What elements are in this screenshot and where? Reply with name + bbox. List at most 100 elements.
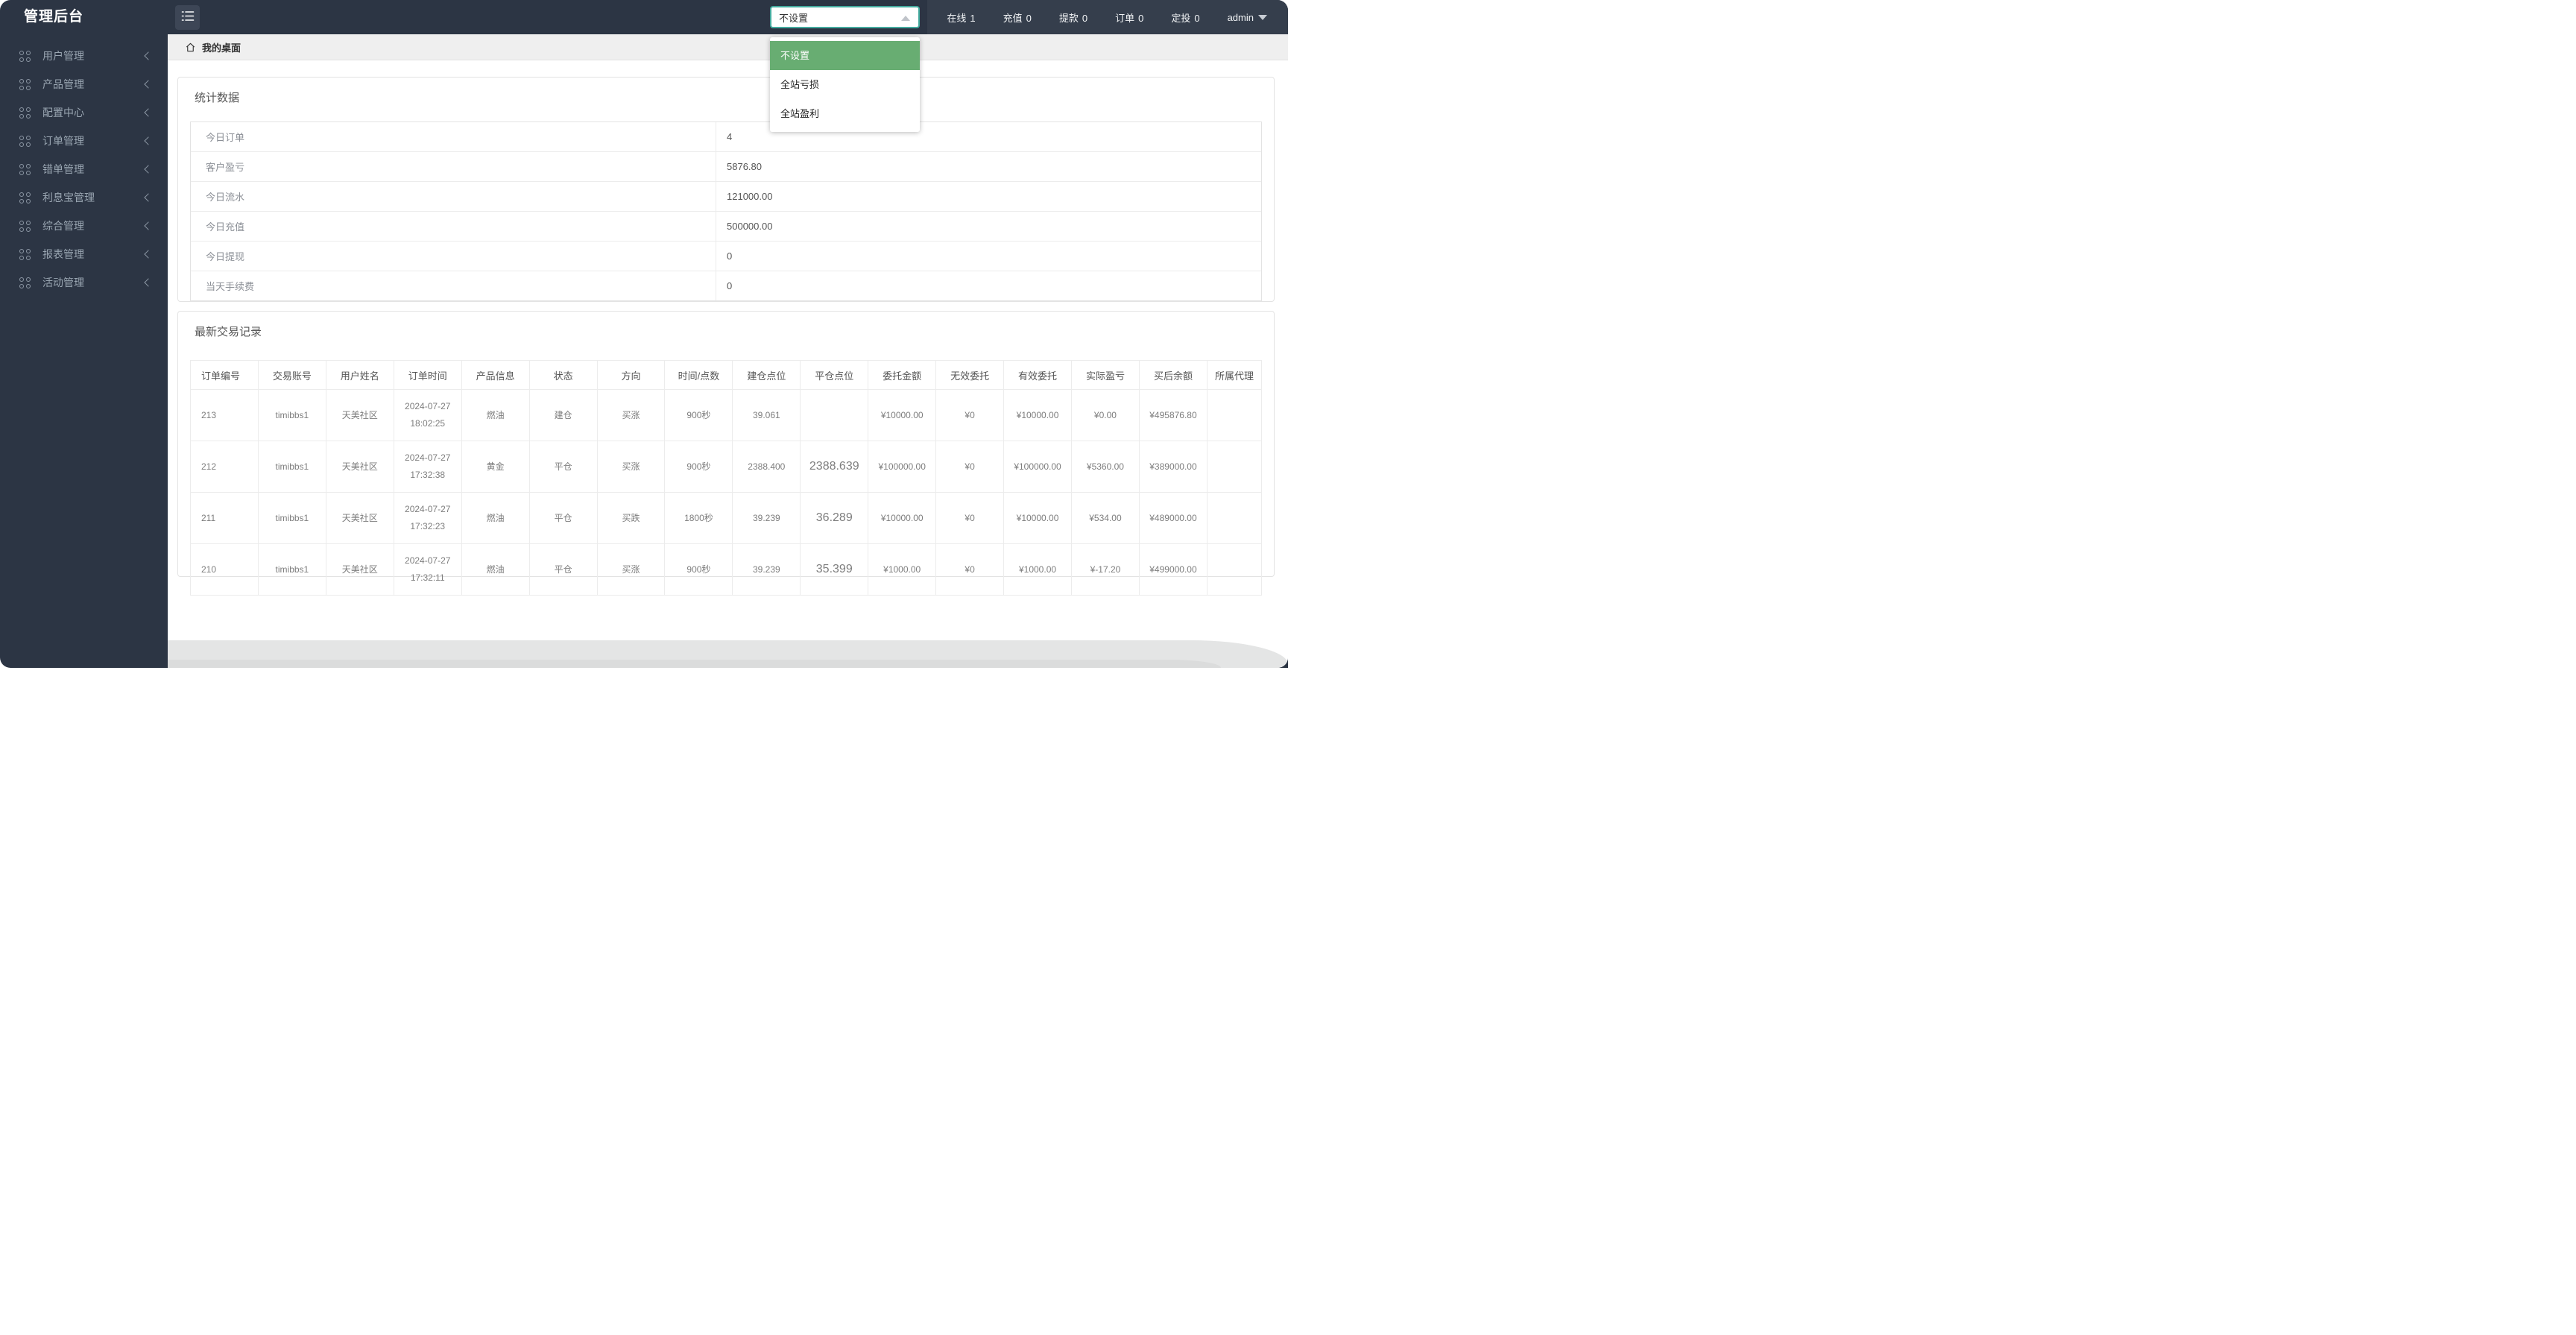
main-content: 我的桌面 统计数据 今日订单 4 客户盈亏 5876.80 今日流水 121000.00 今… xyxy=(168,34,1288,668)
stat-row-value: 4 xyxy=(727,131,733,142)
trades-body: 213 timibbs1 天美社区 2024-07-27 18:02:25 燃油 建仓 买涨… xyxy=(190,389,1262,596)
table-row: 211 timibbs1 天美社区 2024-07-27 17:32:23 燃油 平仓 买跌… xyxy=(190,492,1262,544)
topbar-stat-3[interactable]: 订单 0 xyxy=(1115,10,1143,25)
sidebar-item-6[interactable]: 综合管理 xyxy=(0,212,168,240)
table-cell: 2388.639 xyxy=(800,441,869,493)
stats-row-0: 今日订单 4 xyxy=(191,122,1261,152)
stat-row-value: 5876.80 xyxy=(727,161,762,172)
stat-label: 充值 xyxy=(1003,12,1023,24)
topbar-stat-4[interactable]: 定投 0 xyxy=(1171,10,1199,25)
admin-app-window: 管理后台 不设置 在线 1 充值 0 提款 0 订单 0 定投 0 admin xyxy=(0,0,1288,668)
grid-icon xyxy=(19,192,31,203)
table-cell: 2388.400 xyxy=(732,441,801,493)
table-cell: 天美社区 xyxy=(325,543,394,596)
sidebar-item-label: 产品管理 xyxy=(42,78,84,90)
stat-row-label: 今日订单 xyxy=(191,122,716,151)
sidebar-item-3[interactable]: 订单管理 xyxy=(0,127,168,155)
trades-table: 订单编号 交易账号 用户姓名 订单时间 产品信息 状态 方向 时间/点数 建仓点位 平仓点位 委托金… xyxy=(190,360,1262,596)
table-cell: ¥1000.00 xyxy=(868,543,937,596)
footer-strip xyxy=(168,660,1221,668)
table-cell: 天美社区 xyxy=(325,492,394,544)
table-cell: ¥389000.00 xyxy=(1138,441,1208,493)
topbar-stat-0[interactable]: 在线 1 xyxy=(947,10,975,25)
topbar-stat-2[interactable]: 提款 0 xyxy=(1059,10,1087,25)
stat-label: 定投 xyxy=(1171,12,1191,24)
stat-label: 在线 xyxy=(947,12,967,24)
table-cell: timibbs1 xyxy=(257,492,326,544)
sidebar-item-label: 配置中心 xyxy=(42,107,84,119)
trades-col-header-15: 所属代理 xyxy=(1207,360,1262,390)
stat-label: 订单 xyxy=(1115,12,1135,24)
stat-value: 1 xyxy=(970,12,976,24)
trades-header-row: 订单编号 交易账号 用户姓名 订单时间 产品信息 状态 方向 时间/点数 建仓点位 平仓点位 委托金… xyxy=(190,360,1262,390)
table-cell: 900秒 xyxy=(664,543,733,596)
table-cell: 2024-07-27 18:02:25 xyxy=(393,389,462,441)
stat-row-label: 客户盈亏 xyxy=(191,152,716,181)
app-title: 管理后台 xyxy=(24,9,84,25)
sidebar-item-label: 报表管理 xyxy=(42,248,84,260)
grid-icon xyxy=(19,50,31,62)
chevron-left-icon xyxy=(144,165,153,174)
dropdown-option-1[interactable]: 全站亏损 xyxy=(780,79,820,90)
topbar-stat-1[interactable]: 充值 0 xyxy=(1003,10,1032,25)
stat-value: 0 xyxy=(1138,12,1144,24)
dropdown-option-0[interactable]: 不设置 xyxy=(770,41,920,70)
chevron-left-icon xyxy=(144,136,153,145)
trades-col-header-0: 订单编号 xyxy=(190,360,259,390)
chevron-left-icon xyxy=(144,250,153,259)
sidebar-item-7[interactable]: 报表管理 xyxy=(0,240,168,268)
trades-col-header-3: 订单时间 xyxy=(393,360,462,390)
sidebar-item-label: 用户管理 xyxy=(42,50,84,62)
sidebar-item-5[interactable]: 利息宝管理 xyxy=(0,183,168,212)
table-cell: ¥0 xyxy=(935,441,1005,493)
stat-row-label: 今日流水 xyxy=(191,182,716,211)
stats-row-2: 今日流水 121000.00 xyxy=(191,182,1261,212)
stat-row-label: 今日提现 xyxy=(191,242,716,271)
trades-col-header-1: 交易账号 xyxy=(257,360,326,390)
chevron-left-icon xyxy=(144,108,153,117)
sidebar-item-2[interactable]: 配置中心 xyxy=(0,98,168,127)
footer-band xyxy=(168,640,1288,668)
table-cell xyxy=(1207,389,1262,441)
sidebar-item-1[interactable]: 产品管理 xyxy=(0,70,168,98)
grid-icon xyxy=(19,78,31,90)
trades-col-header-6: 方向 xyxy=(596,360,666,390)
table-cell: 天美社区 xyxy=(325,441,394,493)
table-cell: 2024-07-27 17:32:23 xyxy=(393,492,462,544)
table-cell: 平仓 xyxy=(528,492,598,544)
sidebar-item-8[interactable]: 活动管理 xyxy=(0,268,168,297)
stats-row-3: 今日充值 500000.00 xyxy=(191,212,1261,242)
username: admin xyxy=(1227,11,1254,23)
table-cell xyxy=(1207,492,1262,544)
user-menu[interactable]: admin xyxy=(1228,12,1267,23)
table-cell: ¥0 xyxy=(935,389,1005,441)
stat-row-value: 500000.00 xyxy=(727,221,773,232)
sidebar-collapse-button[interactable] xyxy=(175,5,200,30)
table-cell: 1800秒 xyxy=(664,492,733,544)
site-profit-mode-select[interactable]: 不设置 xyxy=(770,6,920,28)
table-cell: 900秒 xyxy=(664,441,733,493)
table-cell: ¥100000.00 xyxy=(868,441,937,493)
table-cell: ¥0 xyxy=(935,492,1005,544)
table-cell: 39.239 xyxy=(732,492,801,544)
stats-row-5: 当天手续费 0 xyxy=(191,271,1261,300)
breadcrumb-my-desktop[interactable]: 我的桌面 xyxy=(202,42,242,54)
table-cell: 35.399 xyxy=(800,543,869,596)
stat-value: 0 xyxy=(1082,12,1088,24)
table-cell xyxy=(800,389,869,441)
table-cell: 36.289 xyxy=(800,492,869,544)
grid-icon xyxy=(19,220,31,232)
sidebar-item-4[interactable]: 错单管理 xyxy=(0,155,168,183)
trades-card: 最新交易记录 订单编号 交易账号 用户姓名 订单时间 产品信息 状态 方向 时间/点数 建仓点位… xyxy=(177,311,1275,596)
topbar-stats: 在线 1 充值 0 提款 0 订单 0 定投 0 admin xyxy=(927,0,1288,34)
table-cell: ¥10000.00 xyxy=(868,389,937,441)
sidebar-item-label: 活动管理 xyxy=(42,277,84,288)
table-cell: ¥495876.80 xyxy=(1138,389,1208,441)
chevron-left-icon xyxy=(144,51,153,60)
table-cell: 2024-07-27 17:32:38 xyxy=(393,441,462,493)
stats-card-title: 统计数据 xyxy=(195,92,240,104)
dropdown-option-2[interactable]: 全站盈利 xyxy=(780,108,820,119)
sidebar-item-0[interactable]: 用户管理 xyxy=(0,42,168,70)
grid-icon xyxy=(19,248,31,260)
trades-col-header-10: 委托金额 xyxy=(868,360,937,390)
